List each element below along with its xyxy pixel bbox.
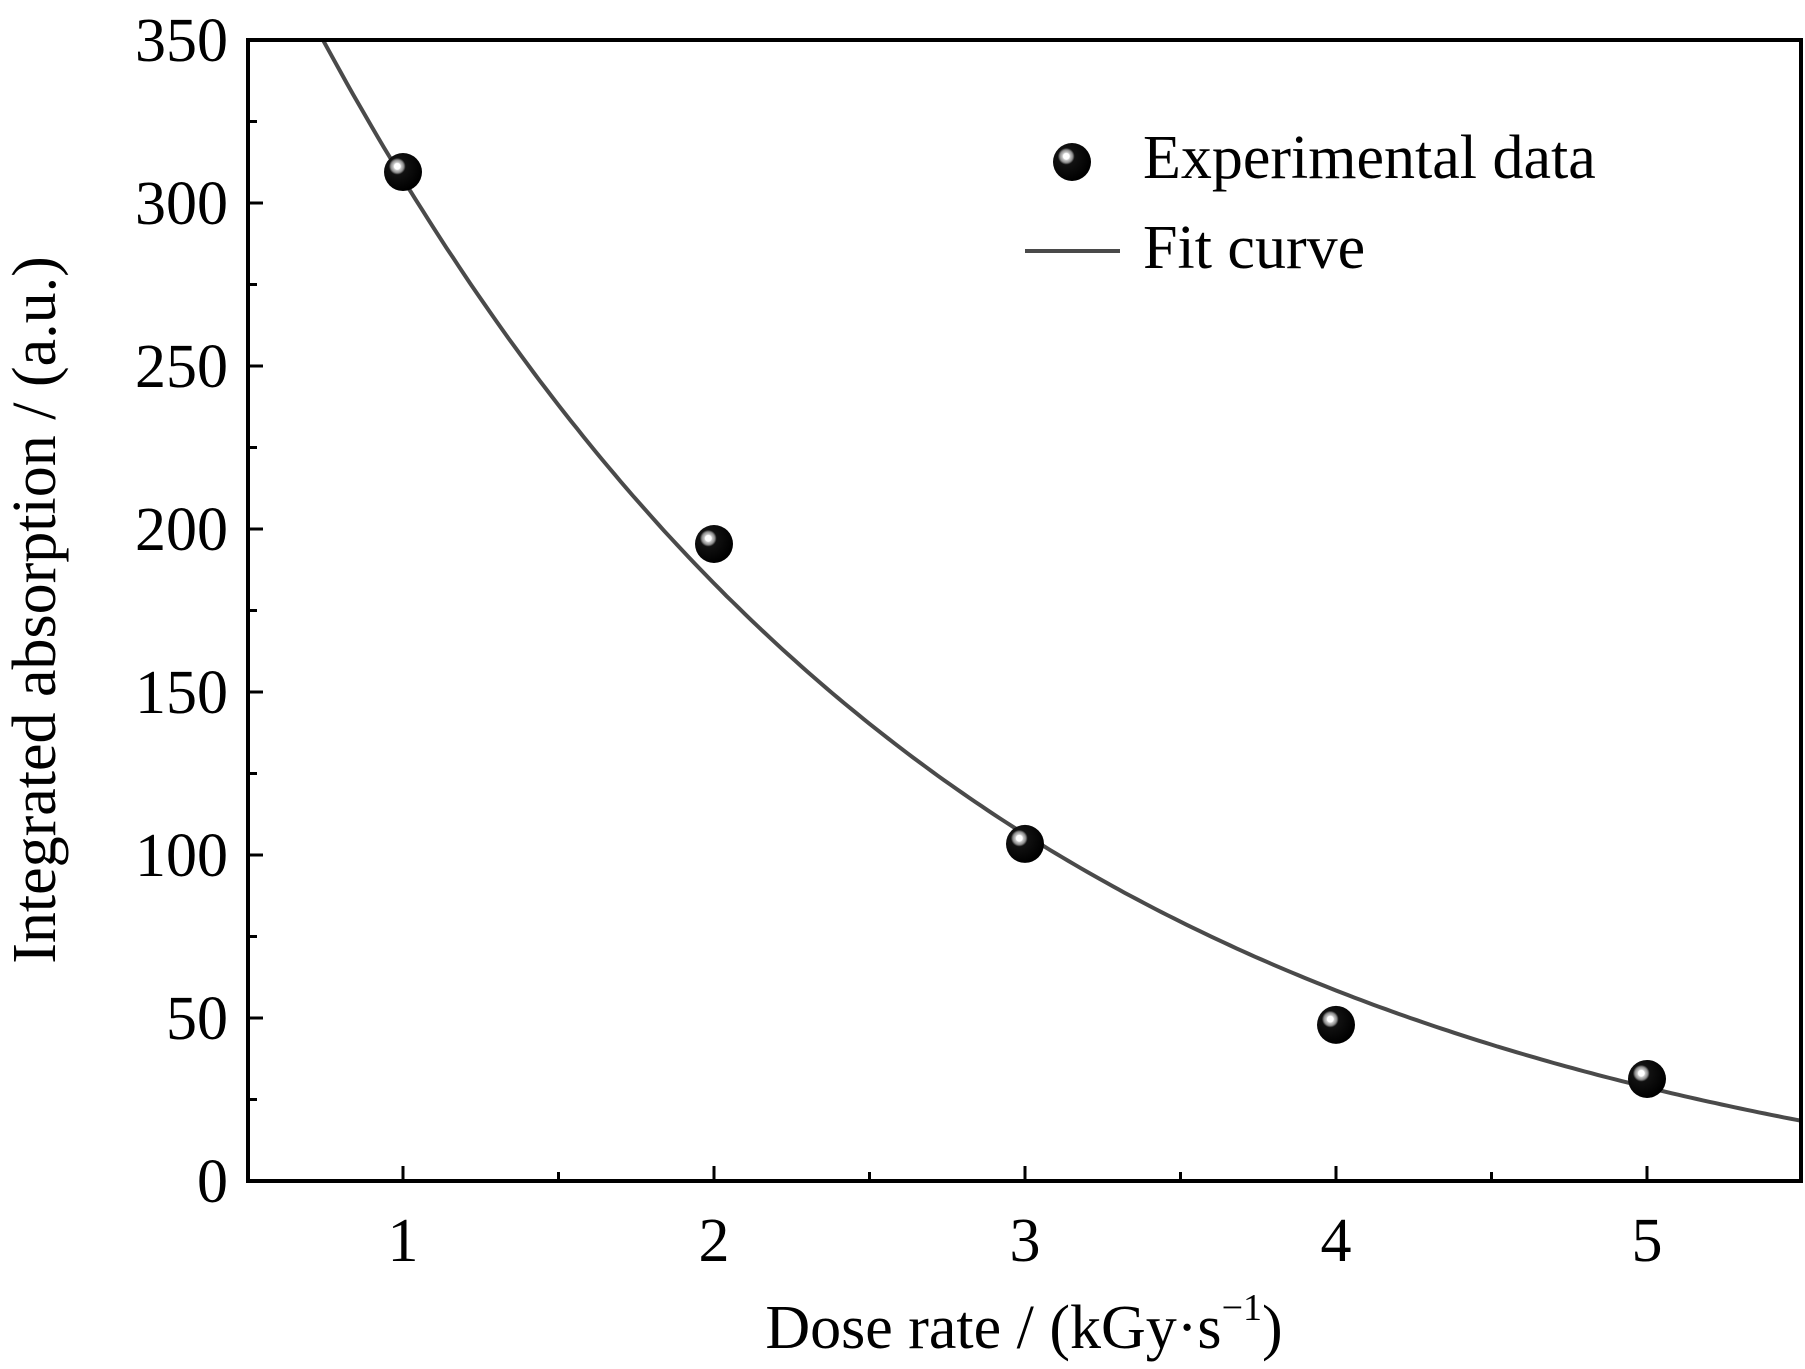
- x-axis-label: Dose rate / (kGy·s−1): [765, 1287, 1282, 1362]
- data-point: [384, 153, 422, 192]
- y-tick-label: 300: [135, 170, 228, 238]
- x-axis-ticks: 1 2 3 4 5: [388, 1166, 1663, 1275]
- data-point: [695, 524, 733, 563]
- x-tick-label: 5: [1632, 1207, 1663, 1275]
- x-tick-label: 3: [1010, 1207, 1041, 1275]
- y-tick-label: 200: [135, 496, 228, 564]
- y-axis-ticks: 0 50 100 150 200 250 300 350: [135, 7, 263, 1216]
- scatter-points-layer: [384, 153, 1666, 1098]
- legend-label-fit-curve: Fit curve: [1143, 214, 1365, 282]
- y-tick-label: 0: [197, 1148, 228, 1216]
- plot-frame: [246, 38, 1803, 1183]
- fit-curve-layer: [320, 40, 1801, 1123]
- legend: Experimental data Fit curve: [1025, 124, 1596, 282]
- y-tick-label: 50: [166, 985, 228, 1053]
- x-tick-label: 2: [699, 1207, 730, 1275]
- legend-marker-experimental-data: [1053, 143, 1091, 181]
- data-point: [1006, 824, 1044, 863]
- x-tick-label: 4: [1321, 1207, 1352, 1275]
- data-point: [1628, 1059, 1666, 1098]
- y-tick-label: 250: [135, 333, 228, 401]
- y-axis-label: Integrated absorption / (a.u.): [1, 256, 69, 964]
- x-tick-label: 1: [388, 1207, 419, 1275]
- y-tick-label: 150: [135, 659, 228, 727]
- legend-label-experimental-data: Experimental data: [1143, 124, 1596, 192]
- y-tick-label: 350: [135, 7, 228, 75]
- y-tick-label: 100: [135, 822, 228, 890]
- data-point: [1317, 1005, 1355, 1044]
- fit-curve-line: [320, 40, 1801, 1123]
